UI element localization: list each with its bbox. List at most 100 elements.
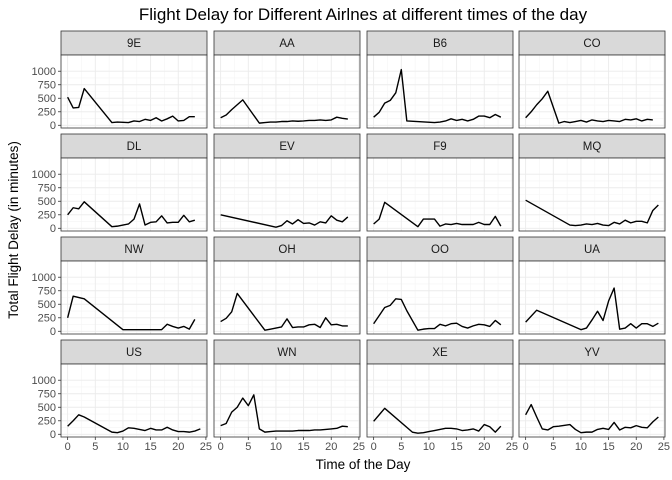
series-line-mq bbox=[525, 199, 659, 227]
facet-strip bbox=[213, 133, 361, 159]
chart-title: Flight Delay for Different Airlnes at di… bbox=[139, 5, 588, 24]
panel-border bbox=[366, 363, 514, 438]
x-axis-title: Time of the Day bbox=[316, 457, 411, 472]
facet-strip-label: XE bbox=[432, 347, 448, 359]
series-line-9e bbox=[67, 87, 195, 124]
x-tick-label: 10 bbox=[117, 441, 129, 453]
series-line-ua bbox=[525, 287, 659, 331]
facet-strip-label: OH bbox=[278, 244, 295, 256]
series-line-dl bbox=[67, 201, 196, 228]
facet-strip-label: F9 bbox=[433, 141, 446, 153]
series-line-ev bbox=[220, 214, 349, 228]
y-tick-label: 0 bbox=[50, 223, 56, 235]
y-axis-title: Total Flight Delay (in minutes) bbox=[6, 141, 21, 319]
y-tick-label: 750 bbox=[38, 80, 56, 92]
y-tick-label: 1000 bbox=[32, 375, 56, 387]
panel-border bbox=[60, 54, 208, 129]
facet-strip-label: EV bbox=[279, 141, 295, 153]
panel-border bbox=[60, 363, 208, 438]
y-tick-label: 500 bbox=[38, 299, 56, 311]
x-tick-label: 15 bbox=[450, 441, 462, 453]
facet-strip-label: 9E bbox=[127, 38, 141, 50]
x-tick-label: 5 bbox=[550, 441, 556, 453]
panel-border bbox=[213, 363, 361, 438]
series-line-f9 bbox=[373, 201, 502, 228]
x-tick-label: 20 bbox=[478, 441, 490, 453]
series-line-xe bbox=[373, 407, 502, 434]
y-tick-label: 250 bbox=[38, 107, 56, 119]
x-tick-label: 20 bbox=[172, 441, 184, 453]
facet-panel-ua: UA bbox=[518, 236, 666, 335]
y-tick-label: 250 bbox=[38, 416, 56, 428]
x-tick-label: 0 bbox=[371, 441, 377, 453]
facet-strip bbox=[518, 339, 666, 365]
facet-strip-label: B6 bbox=[433, 38, 447, 50]
panel-border bbox=[213, 157, 361, 232]
panel-border bbox=[213, 260, 361, 335]
panel-border bbox=[518, 54, 666, 129]
facet-strip bbox=[366, 133, 514, 159]
x-tick-label: 0 bbox=[523, 441, 529, 453]
x-tick-label: 10 bbox=[270, 441, 282, 453]
series-line-co bbox=[525, 90, 653, 124]
facet-panel-aa: AA bbox=[213, 30, 361, 129]
series-line-oh bbox=[220, 292, 348, 331]
x-tick-label: 0 bbox=[65, 441, 71, 453]
facet-strip bbox=[518, 133, 666, 159]
y-tick-label: 500 bbox=[38, 196, 56, 208]
y-tick-label: 250 bbox=[38, 313, 56, 325]
facet-strip-label: DL bbox=[127, 141, 142, 153]
series-line-oo bbox=[373, 298, 502, 331]
series-line-wn bbox=[220, 394, 348, 433]
y-tick-label: 750 bbox=[38, 183, 56, 195]
x-tick-label: 25 bbox=[506, 441, 518, 453]
y-tick-label: 750 bbox=[38, 389, 56, 401]
x-tick-label: 0 bbox=[218, 441, 224, 453]
facet-strip bbox=[60, 133, 208, 159]
facet-panel-wn: WN 0 5 10 15 20 25 bbox=[213, 339, 365, 453]
series-line-aa bbox=[220, 99, 348, 124]
facet-panel-co: CO bbox=[518, 30, 666, 129]
facet-strip bbox=[213, 339, 361, 365]
facet-strip-label: WN bbox=[277, 347, 296, 359]
facet-strip bbox=[366, 236, 514, 262]
facet-strip-label: MQ bbox=[583, 141, 602, 153]
x-tick-label: 5 bbox=[245, 441, 251, 453]
y-tick-label: 500 bbox=[38, 402, 56, 414]
series-line-us bbox=[67, 414, 201, 434]
panel-border bbox=[213, 54, 361, 129]
panel-border bbox=[60, 157, 208, 232]
x-tick-label: 15 bbox=[297, 441, 309, 453]
facet-strip-label: OO bbox=[431, 244, 449, 256]
facet-panel-oo: OO bbox=[366, 236, 514, 335]
facet-panel-yv: YV 0 5 10 15 20 25 bbox=[518, 339, 670, 453]
facet-strip bbox=[60, 30, 208, 56]
panel-border bbox=[366, 260, 514, 335]
y-tick-label: 250 bbox=[38, 210, 56, 222]
panel-border bbox=[518, 157, 666, 232]
x-tick-label: 15 bbox=[602, 441, 614, 453]
facet-panel-mq: MQ bbox=[518, 133, 666, 232]
y-tick-label: 500 bbox=[38, 93, 56, 105]
y-tick-label: 0 bbox=[50, 120, 56, 132]
facet-strip-label: NW bbox=[124, 244, 143, 256]
x-tick-label: 25 bbox=[200, 441, 212, 453]
x-tick-label: 25 bbox=[353, 441, 365, 453]
facet-panel-xe: XE 0 5 10 15 20 25 bbox=[366, 339, 518, 453]
facet-strip-label: US bbox=[126, 347, 142, 359]
x-tick-label: 10 bbox=[423, 441, 435, 453]
y-tick-label: 1000 bbox=[32, 66, 56, 78]
facet-panel-oh: OH bbox=[213, 236, 361, 335]
facet-strip bbox=[518, 236, 666, 262]
facet-strip-label: YV bbox=[584, 347, 600, 359]
y-tick-label: 1000 bbox=[32, 272, 56, 284]
facet-strip bbox=[366, 30, 514, 56]
facet-strip-label: AA bbox=[279, 38, 295, 50]
series-line-nw bbox=[66, 295, 196, 331]
x-tick-label: 5 bbox=[398, 441, 404, 453]
